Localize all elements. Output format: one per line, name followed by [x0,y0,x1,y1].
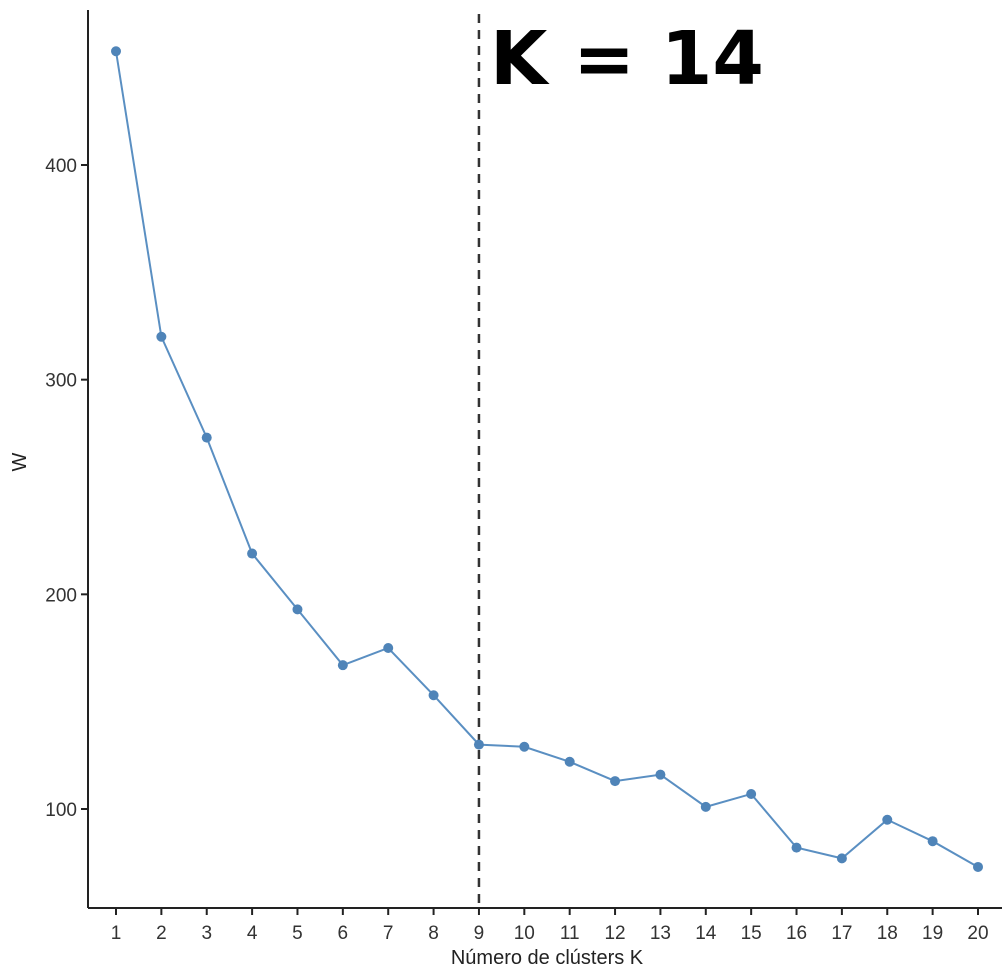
series-line [115,51,979,868]
x-tick-label: 16 [786,923,807,944]
x-tick-label: 11 [560,923,580,944]
data-point [882,814,893,825]
data-point [337,660,348,671]
data-point [746,788,757,799]
x-tick-label: 1 [111,923,122,944]
x-tick-label: 20 [967,923,988,944]
x-ticks: 1 2 3 4 5 6 7 8 9 10 11 12 13 14 15 16 17 18 19 20 [111,908,989,944]
x-tick-label: 2 [156,923,167,944]
x-tick-label: 7 [383,923,394,944]
x-tick-label: 13 [650,923,671,944]
data-point [791,842,802,853]
x-tick-label: 12 [604,923,625,944]
data-point [564,756,575,767]
y-axis-title: W [9,452,31,471]
data-point [156,331,167,342]
y-tick-label: 300 [45,371,77,392]
data-point [610,776,621,787]
data-point [519,741,530,752]
x-tick-label: 19 [922,923,943,944]
data-point [111,46,121,57]
y-tick-label: 200 [45,585,77,606]
data-point [428,690,439,701]
x-tick-label: 17 [831,923,852,944]
data-point [836,853,847,864]
data-point [247,548,258,559]
x-tick-label: 9 [474,923,485,944]
data-point [473,739,484,750]
data-point [927,836,938,847]
annotation-text: K = 14 [490,16,764,102]
y-ticks: 100 200 300 400 [45,156,88,821]
x-tick-label: 8 [428,923,439,944]
x-tick-label: 15 [741,923,762,944]
data-point [655,769,666,780]
y-tick-label: 400 [45,156,77,177]
x-tick-label: 4 [247,923,258,944]
x-tick-label: 5 [292,923,303,944]
x-tick-label: 3 [201,923,212,944]
x-tick-label: 6 [338,923,349,944]
x-tick-label: 14 [695,923,717,944]
data-point [973,861,983,872]
data-points [111,46,983,872]
data-point [383,643,394,653]
data-point [700,801,711,812]
data-point [201,432,212,443]
data-point [292,604,303,615]
x-tick-label: 18 [877,923,898,944]
x-tick-label: 10 [514,923,535,944]
y-tick-label: 100 [45,800,77,821]
x-axis-title: Número de clústers K [451,947,644,969]
